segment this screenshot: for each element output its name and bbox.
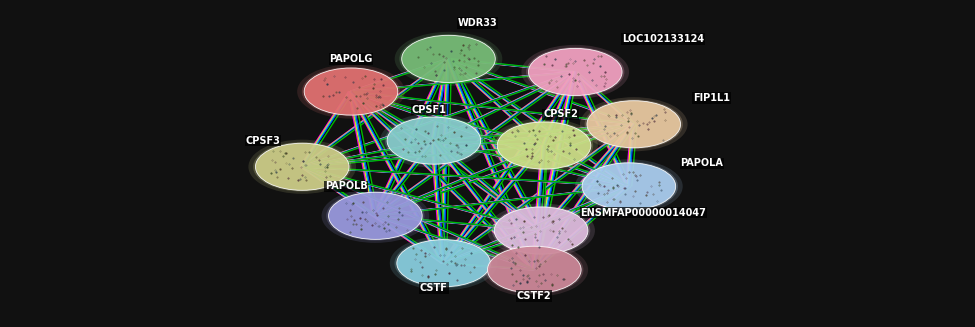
Ellipse shape: [254, 142, 351, 192]
Text: CPSF2: CPSF2: [543, 110, 578, 119]
Text: CSTF2: CSTF2: [517, 291, 552, 301]
Ellipse shape: [582, 163, 676, 210]
Ellipse shape: [528, 48, 622, 95]
Text: ENSMFAP00000014047: ENSMFAP00000014047: [580, 208, 707, 217]
Ellipse shape: [395, 238, 492, 288]
Text: PAPOLG: PAPOLG: [330, 54, 372, 64]
Ellipse shape: [304, 68, 398, 115]
Ellipse shape: [488, 203, 595, 258]
Ellipse shape: [587, 101, 681, 148]
Ellipse shape: [329, 192, 422, 239]
Ellipse shape: [322, 189, 429, 243]
Ellipse shape: [385, 116, 483, 165]
Ellipse shape: [575, 159, 682, 214]
Ellipse shape: [492, 206, 590, 255]
Text: PAPOLA: PAPOLA: [681, 159, 723, 168]
Text: CPSF3: CPSF3: [246, 136, 281, 146]
Text: CPSF1: CPSF1: [411, 105, 447, 114]
Ellipse shape: [580, 97, 687, 151]
Ellipse shape: [327, 191, 424, 241]
Ellipse shape: [481, 243, 588, 297]
Ellipse shape: [390, 236, 497, 290]
Text: CSTF: CSTF: [420, 283, 448, 293]
Text: FIP1L1: FIP1L1: [693, 93, 730, 103]
Ellipse shape: [302, 67, 400, 116]
Ellipse shape: [522, 45, 629, 99]
Ellipse shape: [526, 47, 624, 97]
Ellipse shape: [585, 99, 682, 149]
Ellipse shape: [380, 113, 488, 168]
Ellipse shape: [297, 64, 405, 119]
Text: PAPOLB: PAPOLB: [325, 181, 368, 191]
Ellipse shape: [488, 246, 581, 293]
Ellipse shape: [402, 35, 495, 82]
Text: LOC102133124: LOC102133124: [622, 34, 704, 44]
Ellipse shape: [497, 122, 591, 169]
Ellipse shape: [490, 118, 598, 173]
Ellipse shape: [395, 32, 502, 86]
Ellipse shape: [494, 207, 588, 254]
Ellipse shape: [387, 117, 481, 164]
Ellipse shape: [486, 245, 583, 295]
Ellipse shape: [400, 34, 497, 84]
Ellipse shape: [580, 162, 678, 211]
Ellipse shape: [255, 143, 349, 190]
Text: WDR33: WDR33: [458, 18, 497, 28]
Ellipse shape: [495, 121, 593, 170]
Ellipse shape: [397, 240, 490, 287]
Ellipse shape: [249, 140, 356, 194]
